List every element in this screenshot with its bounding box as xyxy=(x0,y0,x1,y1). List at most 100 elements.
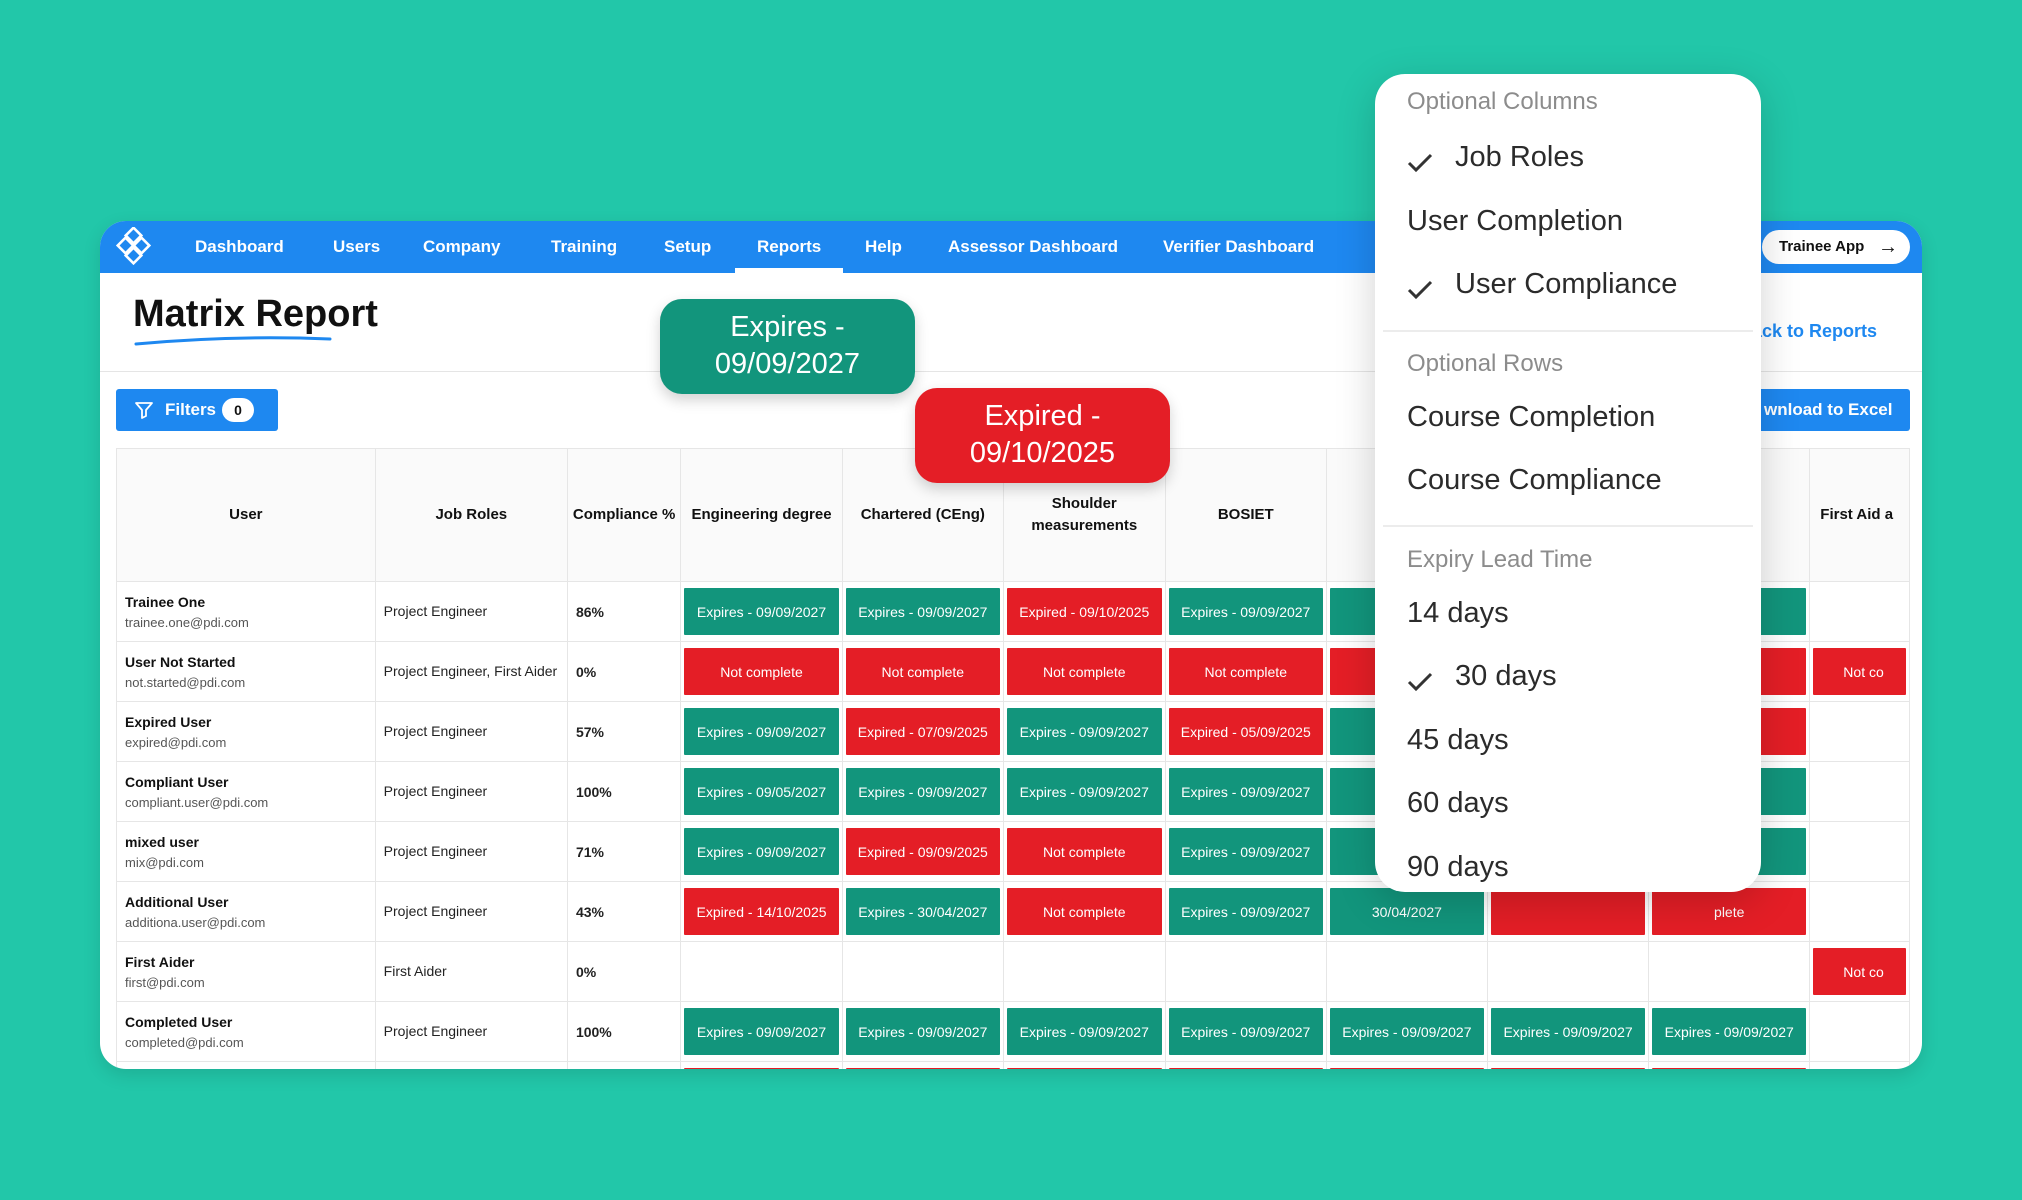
course-cell xyxy=(1809,701,1910,762)
status-badge-expired[interactable]: Not complete xyxy=(1006,648,1162,695)
option-14-days[interactable]: 14 days xyxy=(1407,597,1509,629)
status-badge-valid[interactable]: Expires - 09/09/2027 xyxy=(1006,1008,1162,1055)
course-cell: Expires - 09/09/2027 xyxy=(680,821,843,882)
user-cell[interactable]: Additional User additiona.user@pdi.com xyxy=(116,881,376,942)
course-cell: Expires - 09/09/2027 xyxy=(1002,701,1166,762)
course-cell: Expires - 09/09/2027 xyxy=(841,1001,1004,1062)
option-job-roles[interactable]: Job Roles xyxy=(1455,141,1584,173)
status-badge-valid[interactable]: 30/04/2027 xyxy=(1329,888,1484,935)
option-user-completion[interactable]: User Completion xyxy=(1407,205,1623,237)
option-user-compliance[interactable]: User Compliance xyxy=(1455,268,1678,300)
filters-button[interactable]: Filters 0 xyxy=(116,389,278,431)
option-30-days[interactable]: 30 days xyxy=(1455,660,1557,692)
status-badge-expired[interactable]: plete xyxy=(1652,888,1807,935)
status-badge-valid[interactable]: Expires - 09/09/2027 xyxy=(845,588,1000,635)
status-badge-valid[interactable]: Expires - 09/09/2027 xyxy=(1652,1008,1807,1055)
status-badge-valid[interactable]: Expires - 09/09/2027 xyxy=(684,1008,839,1055)
option-course-completion[interactable]: Course Completion xyxy=(1407,401,1656,433)
status-badge-valid[interactable]: Expires - 09/09/2027 xyxy=(1168,828,1323,875)
status-badge-expired[interactable]: Not complete xyxy=(1490,1068,1646,1069)
course-cell: Not complete xyxy=(1002,821,1166,882)
trainee-app-button[interactable]: Trainee App → xyxy=(1762,230,1910,264)
status-badge-valid[interactable]: Expires - 09/09/2027 xyxy=(684,828,839,875)
status-badge-valid[interactable]: Expires - 30/04/2027 xyxy=(845,888,1000,935)
logo-icon[interactable] xyxy=(114,227,154,267)
option-course-compliance[interactable]: Course Compliance xyxy=(1407,464,1662,496)
status-badge-expired[interactable]: Not complete xyxy=(845,1068,1000,1069)
status-badge-expired[interactable]: Not co xyxy=(1813,948,1906,995)
option-60-days[interactable]: 60 days xyxy=(1407,787,1509,819)
status-badge-expired[interactable] xyxy=(1490,888,1646,935)
status-badge-valid[interactable]: Expires - 09/09/2027 xyxy=(684,708,839,755)
status-badge-valid[interactable]: Expires - 09/09/2027 xyxy=(1006,708,1162,755)
user-cell[interactable]: Compliant User compliant.user@pdi.com xyxy=(116,761,376,822)
status-badge-expired[interactable]: Expired - 07/09/2025 xyxy=(845,708,1000,755)
status-badge-valid[interactable]: Expires - 09/09/2027 xyxy=(1006,768,1162,815)
course-cell: Expired - 09/09/2025 xyxy=(841,821,1004,882)
nav-training[interactable]: Training xyxy=(551,237,618,256)
option-45-days[interactable]: 45 days xyxy=(1407,724,1509,756)
status-badge-expired[interactable]: Not complete xyxy=(1168,648,1323,695)
status-badge-expired[interactable]: Not complete xyxy=(1168,1068,1323,1069)
user-name: Trainee One xyxy=(125,594,206,610)
nav-help[interactable]: Help xyxy=(865,237,902,256)
course-cell: Expires - 09/09/2027 xyxy=(1002,761,1166,822)
course-cell xyxy=(1809,1061,1910,1069)
user-cell[interactable]: Trainee One trainee.one@pdi.com xyxy=(116,581,376,642)
status-badge-valid[interactable]: Expires - 09/09/2027 xyxy=(1168,888,1323,935)
nav-reports[interactable]: Reports xyxy=(734,221,844,273)
course-cell: Expires - 09/09/2027 xyxy=(680,581,843,642)
check-icon xyxy=(1407,153,1433,173)
user-cell[interactable]: First Aider first@pdi.com xyxy=(116,941,376,1002)
nav-assessor-dashboard[interactable]: Assessor Dashboard xyxy=(948,237,1119,256)
back-to-reports-link[interactable]: ack to Reports xyxy=(1752,321,1878,341)
nav-setup[interactable]: Setup xyxy=(664,237,712,256)
status-badge-valid[interactable]: Expires - 09/09/2027 xyxy=(845,1008,1000,1055)
status-badge-valid[interactable]: Expires - 09/09/2027 xyxy=(1168,588,1323,635)
status-badge-expired[interactable]: Expired - 05/09/2025 xyxy=(1168,708,1323,755)
course-cell xyxy=(1809,581,1910,642)
course-cell xyxy=(1002,941,1166,1002)
status-badge-expired[interactable]: Expired - 09/09/2025 xyxy=(845,828,1000,875)
status-badge-expired[interactable]: Not complete xyxy=(1006,888,1162,935)
status-badge-valid[interactable]: Expires - 09/09/2027 xyxy=(684,588,839,635)
status-badge-expired[interactable]: Not co xyxy=(1813,648,1906,695)
status-badge-valid[interactable]: Expires - 09/09/2027 xyxy=(845,768,1000,815)
status-badge-valid[interactable]: Expires - 09/05/2027 xyxy=(684,768,839,815)
compliance-cell: 100% xyxy=(566,761,682,822)
status-badge-expired[interactable]: Not complete xyxy=(1652,1068,1807,1069)
optional-rows-header: Optional Rows xyxy=(1407,350,1564,377)
status-badge-valid[interactable]: Expires - 09/09/2027 xyxy=(1490,1008,1646,1055)
user-cell[interactable]: Completed User completed@pdi.com xyxy=(116,1001,376,1062)
nav-dashboard[interactable]: Dashboard xyxy=(195,237,284,256)
table-row: First Aider first@pdi.com First Aider 0% Not… xyxy=(116,941,1910,1002)
user-name: Compliant User xyxy=(125,774,229,790)
compliance-cell: 71% xyxy=(566,821,682,882)
status-badge-valid[interactable]: Expires - 09/09/2027 xyxy=(1168,1008,1323,1055)
status-badge-expired[interactable]: Expired - 14/10/2025 xyxy=(684,888,839,935)
compliance-cell: 0% xyxy=(566,941,682,1002)
status-badge-expired[interactable]: Not complete xyxy=(684,648,839,695)
status-badge-expired[interactable]: Not complete xyxy=(1006,828,1162,875)
user-cell[interactable]: User Not Started not.started@pdi.com xyxy=(116,641,376,702)
nav-users[interactable]: Users xyxy=(333,237,381,256)
column-header: BOSIET xyxy=(1164,448,1327,582)
nav-verifier-dashboard[interactable]: Verifier Dashboard xyxy=(1163,237,1315,256)
nav-company[interactable]: Company xyxy=(423,237,501,256)
status-badge-expired[interactable]: Not complete xyxy=(1329,1068,1484,1069)
course-cell: Expired - 09/10/2025 xyxy=(1002,581,1166,642)
user-email: compliant.user@pdi.com xyxy=(125,795,269,810)
status-badge-valid[interactable]: Expires - 09/09/2027 xyxy=(1168,768,1323,815)
user-cell[interactable]: Expiring Userexpiry@pdi.com xyxy=(116,1061,376,1069)
status-badge-valid[interactable]: Expires - 09/09/2027 xyxy=(1329,1008,1484,1055)
option-90-days[interactable]: 90 days xyxy=(1407,851,1509,883)
divider xyxy=(100,371,1922,372)
column-header: Compliance % xyxy=(566,448,682,582)
user-cell[interactable]: Expired User expired@pdi.com xyxy=(116,701,376,762)
user-cell[interactable]: mixed user mix@pdi.com xyxy=(116,821,376,882)
status-badge-expired[interactable]: Expired - 09/10/2025 xyxy=(1006,588,1162,635)
status-badge-expired[interactable]: Not complete xyxy=(845,648,1000,695)
status-badge-expired[interactable]: Not complete xyxy=(1006,1068,1162,1069)
status-badge-expired[interactable]: Not complete xyxy=(684,1068,839,1069)
